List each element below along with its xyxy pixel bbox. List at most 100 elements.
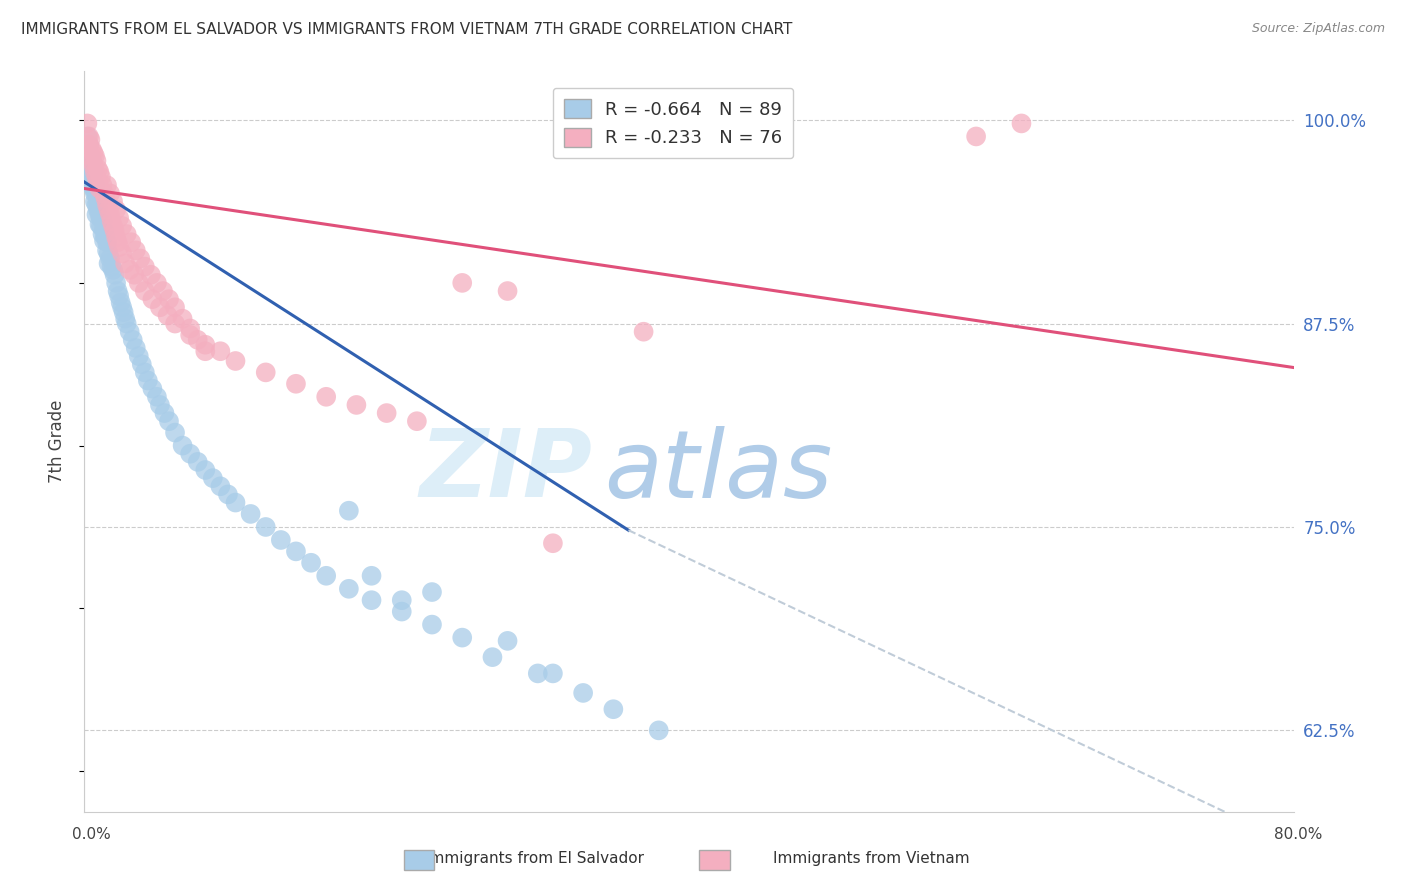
Point bbox=[90, 219, 112, 233]
Point bbox=[111, 301, 134, 315]
Point bbox=[602, 702, 624, 716]
Point bbox=[194, 337, 217, 351]
Point bbox=[194, 344, 217, 359]
Point bbox=[77, 137, 100, 152]
Point bbox=[172, 311, 194, 326]
Point bbox=[420, 617, 443, 632]
Point bbox=[80, 143, 103, 157]
Point bbox=[84, 165, 107, 179]
Point bbox=[225, 354, 247, 368]
Point bbox=[285, 376, 308, 391]
Point bbox=[360, 568, 382, 582]
Point bbox=[101, 219, 124, 233]
Text: ZIP: ZIP bbox=[419, 425, 592, 517]
Point bbox=[648, 723, 671, 738]
Point bbox=[209, 479, 232, 493]
Point bbox=[122, 268, 145, 282]
Point bbox=[572, 686, 595, 700]
Point bbox=[82, 175, 104, 189]
Point bbox=[217, 487, 239, 501]
Text: Source: ZipAtlas.com: Source: ZipAtlas.com bbox=[1251, 22, 1385, 36]
Text: 0.0%: 0.0% bbox=[72, 827, 111, 841]
Point bbox=[146, 390, 169, 404]
Point bbox=[86, 186, 108, 201]
Point bbox=[91, 214, 114, 228]
Point bbox=[187, 455, 209, 469]
Point bbox=[82, 181, 104, 195]
Point bbox=[118, 325, 141, 339]
Point bbox=[420, 585, 443, 599]
Point bbox=[105, 230, 128, 244]
Point bbox=[96, 178, 118, 193]
Point bbox=[93, 224, 115, 238]
Point bbox=[125, 341, 148, 355]
Point bbox=[97, 202, 120, 217]
Point bbox=[80, 178, 103, 193]
Point bbox=[965, 129, 987, 144]
Point bbox=[527, 666, 550, 681]
Point bbox=[141, 292, 163, 306]
Point bbox=[94, 191, 117, 205]
Point bbox=[128, 349, 150, 363]
Point bbox=[128, 276, 150, 290]
Point bbox=[179, 328, 201, 343]
Point bbox=[105, 276, 128, 290]
Point bbox=[131, 357, 153, 371]
Point bbox=[391, 593, 413, 607]
Point bbox=[115, 227, 138, 241]
Point bbox=[120, 235, 142, 250]
Point bbox=[100, 214, 122, 228]
Point bbox=[299, 556, 322, 570]
Text: atlas: atlas bbox=[605, 425, 832, 516]
Point bbox=[87, 202, 110, 217]
Point bbox=[108, 289, 131, 303]
Text: Immigrants from El Salvador: Immigrants from El Salvador bbox=[425, 851, 644, 865]
Point bbox=[97, 246, 120, 260]
Point bbox=[101, 263, 124, 277]
Point bbox=[179, 321, 201, 335]
Point bbox=[96, 244, 118, 258]
Point bbox=[125, 244, 148, 258]
Point bbox=[84, 178, 107, 193]
Point bbox=[98, 208, 121, 222]
Point bbox=[315, 390, 337, 404]
Point bbox=[406, 414, 429, 428]
Point bbox=[375, 406, 398, 420]
Point bbox=[107, 284, 129, 298]
Point bbox=[496, 633, 519, 648]
Point bbox=[391, 605, 413, 619]
Point bbox=[76, 116, 98, 130]
Point bbox=[337, 582, 360, 596]
Point bbox=[76, 129, 98, 144]
Text: IMMIGRANTS FROM EL SALVADOR VS IMMIGRANTS FROM VIETNAM 7TH GRADE CORRELATION CHA: IMMIGRANTS FROM EL SALVADOR VS IMMIGRANT… bbox=[21, 22, 793, 37]
Point bbox=[209, 344, 232, 359]
Point bbox=[346, 398, 368, 412]
Point bbox=[84, 149, 107, 163]
Point bbox=[89, 165, 111, 179]
Point bbox=[633, 325, 655, 339]
Point bbox=[108, 211, 131, 225]
Point bbox=[105, 202, 128, 217]
Point bbox=[108, 240, 131, 254]
Point bbox=[194, 463, 217, 477]
Point bbox=[111, 246, 134, 260]
Point bbox=[187, 333, 209, 347]
Point bbox=[141, 382, 163, 396]
Point bbox=[134, 365, 156, 379]
Point bbox=[100, 260, 122, 274]
Point bbox=[89, 217, 111, 231]
Point bbox=[77, 129, 100, 144]
Point bbox=[129, 252, 152, 266]
Point bbox=[87, 161, 110, 176]
Point bbox=[86, 208, 108, 222]
Point bbox=[77, 145, 100, 160]
Point bbox=[98, 252, 121, 266]
Point bbox=[134, 260, 156, 274]
Point bbox=[149, 301, 172, 315]
Point bbox=[84, 186, 107, 201]
Point bbox=[96, 198, 118, 212]
Point bbox=[114, 256, 136, 270]
Point bbox=[451, 631, 474, 645]
Point bbox=[165, 317, 187, 331]
Point bbox=[541, 536, 564, 550]
